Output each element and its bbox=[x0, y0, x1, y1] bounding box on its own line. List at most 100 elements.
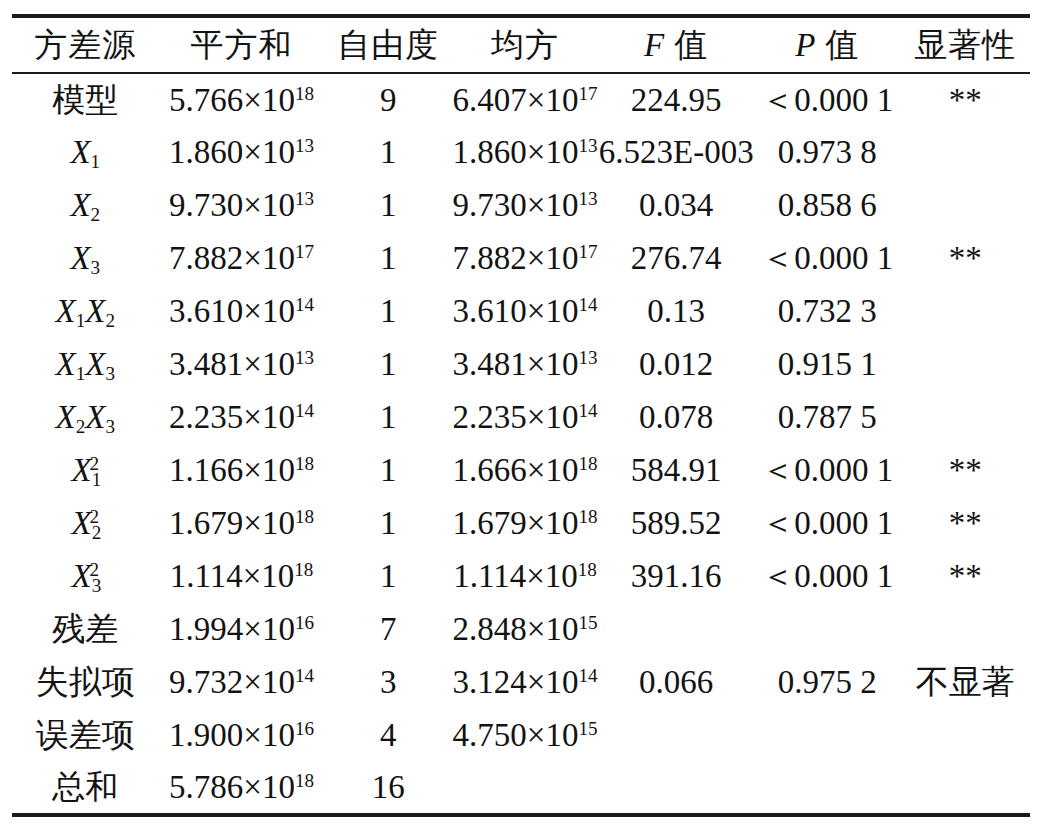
table-cell: X1 bbox=[12, 126, 159, 179]
table-cell: 3 bbox=[325, 656, 452, 709]
table-cell: 0.078 bbox=[598, 391, 754, 444]
table-cell bbox=[754, 762, 901, 815]
table-row: X321.114×101811.114×1018391.16＜0.000 1** bbox=[12, 550, 1030, 603]
table-cell: 1.166×1018 bbox=[159, 444, 325, 497]
table-cell: 1 bbox=[325, 550, 452, 603]
table-cell: 3.124×1014 bbox=[452, 656, 599, 709]
table-body: 模型5.766×101896.407×1017224.95＜0.000 1**X… bbox=[12, 73, 1030, 815]
table-cell bbox=[452, 762, 599, 815]
table-cell: 3.481×1013 bbox=[159, 338, 325, 391]
table-row: 总和5.786×101816 bbox=[12, 762, 1030, 815]
column-header: 显著性 bbox=[901, 16, 1030, 73]
table-cell: X2 bbox=[12, 179, 159, 232]
table-cell: X1X3 bbox=[12, 338, 159, 391]
column-header: F 值 bbox=[598, 16, 754, 73]
table-cell: 失拟项 bbox=[12, 656, 159, 709]
table-cell: 7.882×1017 bbox=[159, 232, 325, 285]
header-row: 方差源平方和自由度均方F 值P 值显著性 bbox=[12, 16, 1030, 73]
table-cell: 1.900×1016 bbox=[159, 709, 325, 762]
table-cell: ＜0.000 1 bbox=[754, 444, 901, 497]
table-cell: 2.848×1015 bbox=[452, 603, 599, 656]
table-cell: 7 bbox=[325, 603, 452, 656]
table-cell: 1.860×1013 bbox=[452, 126, 599, 179]
table-cell: 2.235×1014 bbox=[159, 391, 325, 444]
table-cell bbox=[754, 603, 901, 656]
table-cell: 3.610×1014 bbox=[452, 285, 599, 338]
table-cell: 0.975 2 bbox=[754, 656, 901, 709]
table-cell: ** bbox=[901, 444, 1030, 497]
table-cell: 残差 bbox=[12, 603, 159, 656]
table-cell: 0.787 5 bbox=[754, 391, 901, 444]
table-cell bbox=[598, 603, 754, 656]
table-row: X37.882×101717.882×1017276.74＜0.000 1** bbox=[12, 232, 1030, 285]
table-cell: 0.034 bbox=[598, 179, 754, 232]
table-row: 模型5.766×101896.407×1017224.95＜0.000 1** bbox=[12, 73, 1030, 126]
table-cell: 9.730×1013 bbox=[452, 179, 599, 232]
table-cell: 2.235×1014 bbox=[452, 391, 599, 444]
table-cell: 模型 bbox=[12, 73, 159, 126]
table-cell: ＜0.000 1 bbox=[754, 73, 901, 126]
table-row: X1X23.610×101413.610×10140.130.732 3 bbox=[12, 285, 1030, 338]
table-row: X1X33.481×101313.481×10130.0120.915 1 bbox=[12, 338, 1030, 391]
table-cell: 1.679×1018 bbox=[159, 497, 325, 550]
table-cell: X12 bbox=[12, 444, 159, 497]
table-cell: X2X3 bbox=[12, 391, 159, 444]
table-cell: ** bbox=[901, 550, 1030, 603]
table-row: 误差项1.900×101644.750×1015 bbox=[12, 709, 1030, 762]
table-cell: 1.679×1018 bbox=[452, 497, 599, 550]
table-row: X221.679×101811.679×1018589.52＜0.000 1** bbox=[12, 497, 1030, 550]
table-row: X2X32.235×101412.235×10140.0780.787 5 bbox=[12, 391, 1030, 444]
table-cell: 3.610×1014 bbox=[159, 285, 325, 338]
table-cell: 0.066 bbox=[598, 656, 754, 709]
table-cell bbox=[901, 762, 1030, 815]
table-cell: 1 bbox=[325, 338, 452, 391]
table-cell: 276.74 bbox=[598, 232, 754, 285]
table-cell: 1 bbox=[325, 126, 452, 179]
table-cell: 1.860×1013 bbox=[159, 126, 325, 179]
table-cell: 误差项 bbox=[12, 709, 159, 762]
table-cell: 1 bbox=[325, 497, 452, 550]
table-row: 残差1.994×101672.848×1015 bbox=[12, 603, 1030, 656]
table-cell: ** bbox=[901, 232, 1030, 285]
table-cell: ** bbox=[901, 73, 1030, 126]
table-cell: X32 bbox=[12, 550, 159, 603]
table-cell: 0.973 8 bbox=[754, 126, 901, 179]
table-cell: 0.012 bbox=[598, 338, 754, 391]
table-cell: 9 bbox=[325, 73, 452, 126]
table-cell: 391.16 bbox=[598, 550, 754, 603]
table-cell: 0.732 3 bbox=[754, 285, 901, 338]
column-header: P 值 bbox=[754, 16, 901, 73]
table-cell: 4 bbox=[325, 709, 452, 762]
table-cell bbox=[901, 126, 1030, 179]
column-header: 均方 bbox=[452, 16, 599, 73]
table-cell: X3 bbox=[12, 232, 159, 285]
table-cell: 9.730×1013 bbox=[159, 179, 325, 232]
table-cell: 4.750×1015 bbox=[452, 709, 599, 762]
column-header: 平方和 bbox=[159, 16, 325, 73]
table-cell: X1X2 bbox=[12, 285, 159, 338]
table-cell: 9.732×1014 bbox=[159, 656, 325, 709]
table-cell: 3.481×1013 bbox=[452, 338, 599, 391]
table-cell bbox=[901, 603, 1030, 656]
table-cell: 1.114×1018 bbox=[159, 550, 325, 603]
table-cell: ＜0.000 1 bbox=[754, 497, 901, 550]
table-cell: 0.858 6 bbox=[754, 179, 901, 232]
table-row: 失拟项9.732×101433.124×10140.0660.975 2不显著 bbox=[12, 656, 1030, 709]
table-cell bbox=[901, 338, 1030, 391]
table-cell: 1.114×1018 bbox=[452, 550, 599, 603]
table-cell: 7.882×1017 bbox=[452, 232, 599, 285]
column-header: 自由度 bbox=[325, 16, 452, 73]
table-cell: 1 bbox=[325, 232, 452, 285]
table-cell: 6.523E-003 bbox=[598, 126, 754, 179]
column-header: 方差源 bbox=[12, 16, 159, 73]
table-cell: 1 bbox=[325, 285, 452, 338]
table-cell bbox=[598, 709, 754, 762]
table-cell: 1 bbox=[325, 391, 452, 444]
table-cell: 589.52 bbox=[598, 497, 754, 550]
table-cell: 不显著 bbox=[901, 656, 1030, 709]
table-cell bbox=[901, 285, 1030, 338]
table-cell: 584.91 bbox=[598, 444, 754, 497]
table-cell: 224.95 bbox=[598, 73, 754, 126]
table-cell bbox=[901, 391, 1030, 444]
table-row: X29.730×101319.730×10130.0340.858 6 bbox=[12, 179, 1030, 232]
